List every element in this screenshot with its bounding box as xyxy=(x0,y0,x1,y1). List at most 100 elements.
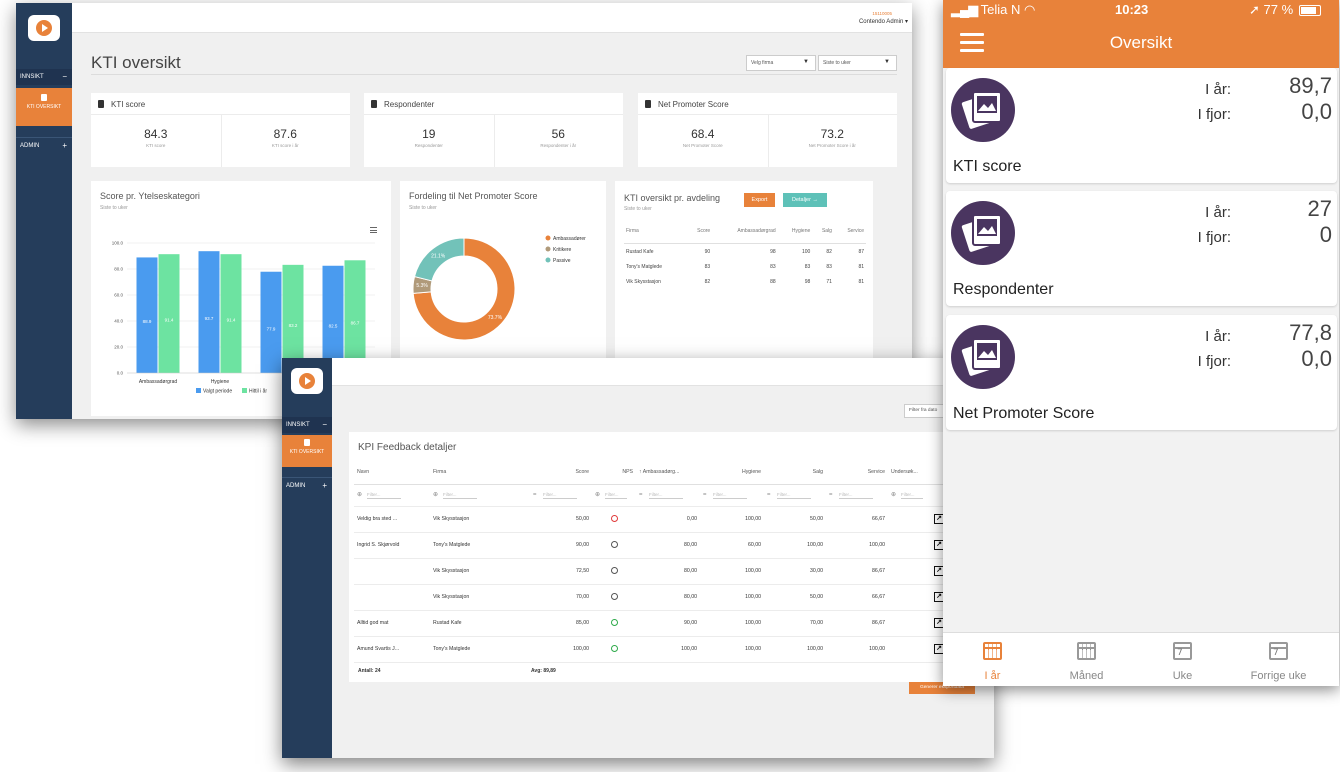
filter-input[interactable]: Filter... xyxy=(605,492,627,499)
collapse-icon[interactable]: − xyxy=(322,420,327,429)
filter-input[interactable]: Filter... xyxy=(443,492,477,499)
filter-equals-icon[interactable]: = xyxy=(703,491,707,498)
filter-input[interactable]: Filter... xyxy=(713,492,747,499)
filter-input[interactable]: Filter... xyxy=(543,492,577,499)
table-row[interactable]: Vik Skysstasjon 72,50 80,00 100,00 30,00 86,6… xyxy=(354,558,990,585)
column-header-ambassador[interactable]: ↑ Ambassadørg... xyxy=(636,460,700,485)
app-logo-icon[interactable] xyxy=(28,15,60,41)
x-tick-label: Ambassadørgrad xyxy=(139,379,178,385)
column-header-hygiene[interactable]: Hygiene xyxy=(700,460,764,485)
column-header[interactable]: Firma xyxy=(624,228,686,244)
respondents-card[interactable]: I år: 27 I fjor: 0 Respondenter xyxy=(946,191,1337,306)
status-carrier: ▂▄▆ Telia N ◠ xyxy=(951,2,1035,18)
expand-icon[interactable]: + xyxy=(322,481,327,490)
table-cell: 90 xyxy=(704,249,711,255)
sidebar-item-kti-oversikt[interactable]: KTI OVERSIKT xyxy=(282,435,332,467)
company-select[interactable]: Velg firma ▼ xyxy=(746,55,816,71)
column-header[interactable]: Service xyxy=(833,228,866,244)
stat-year: 87.6 KTI score i år xyxy=(221,127,351,148)
bar-value-label: 86.7 xyxy=(351,321,360,326)
table-row[interactable]: Vik Skysstasjon 82 88 98 71 81 xyxy=(624,274,866,289)
column-header-nps[interactable]: NPS xyxy=(592,460,636,485)
top-bar: 151 Co xyxy=(332,358,994,386)
sidebar-item-kti-oversikt[interactable]: KTI OVERSIKT xyxy=(16,88,72,126)
filter-input[interactable]: Filter... xyxy=(367,492,401,499)
details-button[interactable]: Detaljer → xyxy=(783,193,827,207)
donut-slice[interactable] xyxy=(413,237,465,282)
sidebar-section-admin[interactable]: ADMIN + xyxy=(16,137,72,153)
bar[interactable] xyxy=(322,265,344,373)
legend-label[interactable]: Ambassadører xyxy=(553,236,586,242)
bar[interactable] xyxy=(260,271,282,373)
filter-equals-icon[interactable]: = xyxy=(829,491,833,498)
chart-menu-icon[interactable] xyxy=(370,227,377,235)
filter-type-icon[interactable]: ⊕ xyxy=(433,492,439,498)
table-row[interactable]: Veldig bra sted ... Vik Skysstasjon 50,00 0… xyxy=(354,506,990,533)
filter-type-icon[interactable]: ⊕ xyxy=(595,492,601,498)
column-header[interactable]: Score xyxy=(685,228,713,244)
legend-label[interactable]: Passive xyxy=(553,258,571,264)
table-cell: 83 xyxy=(826,264,832,270)
column-header-score[interactable]: Score xyxy=(530,460,592,485)
filter-type-icon[interactable]: ⊕ xyxy=(357,492,363,498)
stat-current: 84.3 KTI score xyxy=(91,127,221,148)
bar[interactable] xyxy=(220,254,242,373)
filter-input[interactable]: Filter... xyxy=(649,492,683,499)
legend-label[interactable]: Hittil i år xyxy=(249,388,267,395)
column-header[interactable]: Hygiene xyxy=(777,228,813,244)
column-header-firma[interactable]: Firma xyxy=(430,460,530,485)
bar[interactable] xyxy=(198,251,220,373)
legend-label[interactable]: Kritikere xyxy=(553,247,572,253)
sidebar-section-label: ADMIN xyxy=(20,143,40,149)
period-select[interactable]: Siste to uker ▼ xyxy=(818,55,897,71)
filter-equals-icon[interactable]: = xyxy=(639,491,643,498)
filter-equals-icon[interactable]: = xyxy=(767,491,771,498)
tab-i-ar[interactable]: I år xyxy=(943,633,1042,686)
sidebar-section-insight[interactable]: INNSIKT − xyxy=(16,69,72,85)
table-row[interactable]: Alltid god mat Rustad Kafe 85,00 90,00 100,0… xyxy=(354,610,990,637)
nps-cell xyxy=(592,636,636,663)
column-header-navn[interactable]: Navn xyxy=(354,460,430,485)
legend-label[interactable]: Valgt periode xyxy=(203,389,232,395)
bar[interactable] xyxy=(344,260,366,373)
filter-input[interactable]: Filter... xyxy=(777,492,811,499)
table-cell: 72,50 xyxy=(530,558,592,585)
table-cell: 100,00 xyxy=(764,532,826,559)
filter-type-icon[interactable]: ⊕ xyxy=(891,492,897,498)
sidebar-section-admin[interactable]: ADMIN + xyxy=(282,477,332,493)
table-row[interactable]: Vik Skysstasjon 70,00 80,00 100,00 50,00 66,6… xyxy=(354,584,990,611)
collapse-icon[interactable]: − xyxy=(62,72,67,81)
sidebar-section-label: INNSIKT xyxy=(20,74,44,80)
expand-icon[interactable]: + xyxy=(62,141,67,150)
tab-uke[interactable]: 7 Uke xyxy=(1133,633,1232,686)
sidebar-section-insight[interactable]: INNSIKT − xyxy=(282,417,332,433)
table-row[interactable]: Tony's Matglede 83 83 83 83 81 xyxy=(624,259,866,274)
kti-score-card[interactable]: I år: 89,7 I fjor: 0,0 KTI score xyxy=(946,68,1337,183)
filter-equals-icon[interactable]: = xyxy=(533,491,537,498)
column-header-service[interactable]: Service xyxy=(826,460,888,485)
legend-swatch xyxy=(545,235,551,241)
card-title: KTI score xyxy=(111,100,146,109)
value-last-year: 0,0 xyxy=(1301,346,1332,371)
tab-maned[interactable]: Måned xyxy=(1037,633,1136,686)
bar[interactable] xyxy=(158,254,180,373)
nps-card[interactable]: I år: 77,8 I fjor: 0,0 Net Promoter Scor… xyxy=(946,315,1337,430)
filter-input[interactable]: Filter... xyxy=(839,492,873,499)
column-header[interactable]: Ambassadørgrad xyxy=(712,228,778,244)
export-button[interactable]: Export xyxy=(744,193,775,207)
bar[interactable] xyxy=(136,257,158,373)
column-header[interactable]: Salg xyxy=(812,228,834,244)
kti-dashboard-window: INNSIKT − KTI OVERSIKT ADMIN + 15110005 Co… xyxy=(16,3,912,419)
bar[interactable] xyxy=(282,264,304,373)
filter-input[interactable]: Filter... xyxy=(901,492,923,499)
table-row[interactable]: Amund Svartis J... Tony's Matglede 100,00 1… xyxy=(354,636,990,663)
donut-slice[interactable] xyxy=(412,237,516,341)
table-row[interactable]: Ingrid S. Skjørvold Tony's Matglede 90,00 8… xyxy=(354,532,990,559)
table-row[interactable]: Rustad Kafe 90 98 100 82 87 xyxy=(624,244,866,260)
tab-forrige-uke[interactable]: 7 Forrige uke xyxy=(1229,633,1328,686)
battery-icon xyxy=(1299,5,1321,16)
column-header-salg[interactable]: Salg xyxy=(764,460,826,485)
user-menu[interactable]: Contendo Admin ▾ xyxy=(858,19,908,25)
app-logo-icon[interactable] xyxy=(291,368,323,394)
menu-icon[interactable] xyxy=(960,33,984,57)
